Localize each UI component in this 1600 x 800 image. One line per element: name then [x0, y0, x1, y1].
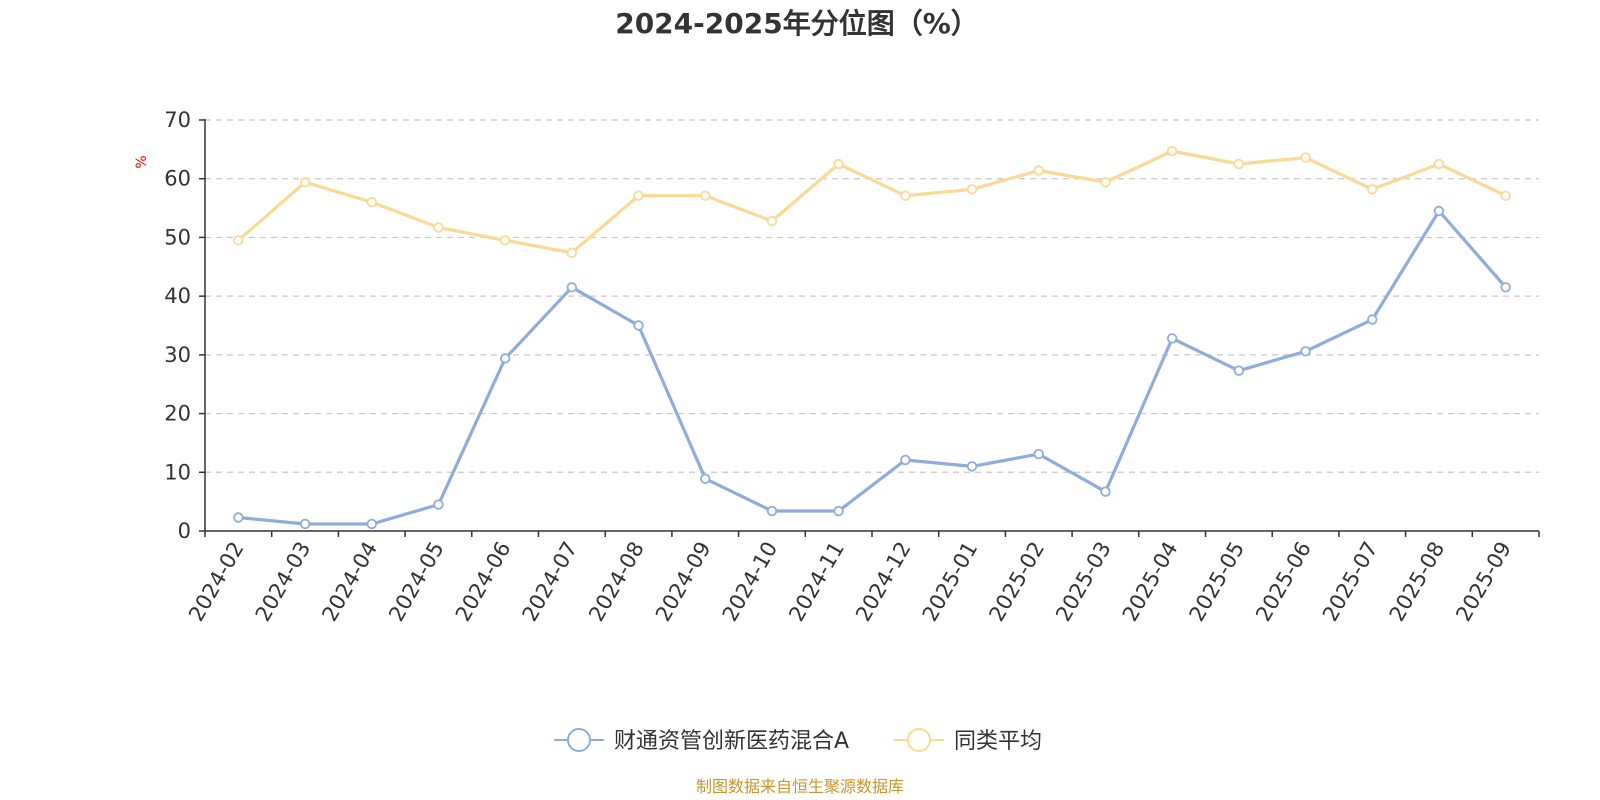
- y-axis-unit-label: %: [134, 155, 150, 168]
- data-point[interactable]: [1166, 333, 1178, 344]
- data-point[interactable]: [833, 505, 844, 517]
- x-tick-label: 2024-02: [184, 538, 249, 626]
- y-tick-label: 60: [164, 167, 191, 191]
- data-point[interactable]: [1300, 346, 1311, 357]
- legend-label: 同类平均: [954, 729, 1042, 754]
- x-tick-label: 2025-01: [918, 538, 983, 626]
- series-lines: [233, 145, 1511, 530]
- x-tick-label: 2024-11: [784, 538, 849, 626]
- data-point[interactable]: [299, 518, 311, 530]
- x-tick-label: 2025-02: [984, 538, 1049, 626]
- x-tick-label: 2024-03: [251, 538, 316, 626]
- legend-item-average[interactable]: 同类平均: [894, 728, 1042, 754]
- data-point[interactable]: [900, 454, 911, 466]
- data-point[interactable]: [1033, 165, 1044, 176]
- data-point[interactable]: [1500, 190, 1511, 201]
- series-line: [237, 149, 1507, 255]
- y-tick-label: 70: [164, 108, 191, 132]
- x-tick-label: 2024-05: [384, 538, 449, 626]
- legend[interactable]: 财通资管创新医药混合A 同类平均: [554, 728, 1042, 754]
- data-point[interactable]: [566, 282, 578, 293]
- x-tick-label: 2024-07: [518, 538, 583, 626]
- x-tick-label: 2024-04: [317, 538, 382, 626]
- legend-marker-icon: [567, 728, 591, 752]
- data-point[interactable]: [1300, 152, 1311, 163]
- data-point[interactable]: [966, 461, 978, 472]
- x-tick-label: 2024-10: [718, 538, 783, 626]
- data-point[interactable]: [1233, 365, 1245, 376]
- y-tick-label: 50: [164, 225, 191, 249]
- data-source-note: 制图数据来自恒生聚源数据库: [696, 777, 904, 796]
- data-point[interactable]: [633, 190, 644, 201]
- data-point[interactable]: [299, 177, 311, 188]
- data-point[interactable]: [900, 190, 911, 201]
- x-tick-label: 2024-09: [651, 538, 716, 626]
- y-tick-label: 0: [178, 519, 191, 543]
- data-point[interactable]: [766, 505, 778, 517]
- data-point[interactable]: [833, 158, 844, 170]
- data-point[interactable]: [1033, 448, 1044, 460]
- data-point[interactable]: [700, 190, 711, 201]
- data-point[interactable]: [766, 215, 778, 227]
- chart-title: 2024-2025年分位图（%）: [615, 7, 979, 40]
- data-point[interactable]: [1100, 486, 1111, 497]
- data-point[interactable]: [1233, 158, 1245, 170]
- data-point[interactable]: [1166, 145, 1178, 157]
- x-tick-label: 2025-04: [1118, 538, 1183, 626]
- x-tick-label: 2025-03: [1051, 538, 1116, 626]
- data-point[interactable]: [1500, 282, 1511, 293]
- data-point[interactable]: [1100, 177, 1111, 188]
- x-tick-label: 2025-09: [1451, 538, 1516, 626]
- data-point[interactable]: [633, 320, 644, 331]
- y-tick-label: 20: [164, 402, 191, 426]
- data-point[interactable]: [1433, 158, 1445, 170]
- data-point[interactable]: [966, 184, 978, 195]
- x-tick-label: 2025-07: [1318, 538, 1383, 626]
- data-point[interactable]: [1433, 205, 1445, 217]
- data-point[interactable]: [1367, 184, 1378, 195]
- x-tick-label: 2025-08: [1385, 538, 1450, 626]
- x-tick-label: 2024-06: [451, 538, 516, 626]
- series-average: [233, 145, 1511, 258]
- data-point[interactable]: [499, 353, 511, 364]
- data-point[interactable]: [499, 235, 511, 246]
- data-point[interactable]: [233, 512, 244, 523]
- y-tick-label: 40: [164, 284, 191, 308]
- y-tick-label: 10: [164, 460, 191, 484]
- series-fund: [233, 205, 1511, 530]
- data-point[interactable]: [366, 196, 377, 208]
- x-tick-label: 2024-08: [584, 538, 649, 626]
- x-tick-label: 2025-05: [1185, 538, 1250, 626]
- data-point[interactable]: [700, 473, 711, 484]
- data-point[interactable]: [366, 518, 377, 530]
- gridlines: [205, 119, 1539, 473]
- y-tick-label: 30: [164, 343, 191, 367]
- data-point[interactable]: [433, 222, 444, 233]
- x-tick-label: 2025-06: [1251, 538, 1316, 626]
- data-point[interactable]: [233, 235, 244, 246]
- x-tick-label: 2024-12: [851, 538, 916, 626]
- series-line: [238, 209, 1507, 526]
- data-point[interactable]: [1367, 314, 1378, 325]
- legend-item-fund[interactable]: 财通资管创新医药混合A: [554, 728, 849, 754]
- legend-label: 财通资管创新医药混合A: [614, 729, 849, 754]
- data-point[interactable]: [433, 499, 444, 510]
- data-point[interactable]: [566, 247, 578, 258]
- legend-marker-icon: [907, 728, 931, 752]
